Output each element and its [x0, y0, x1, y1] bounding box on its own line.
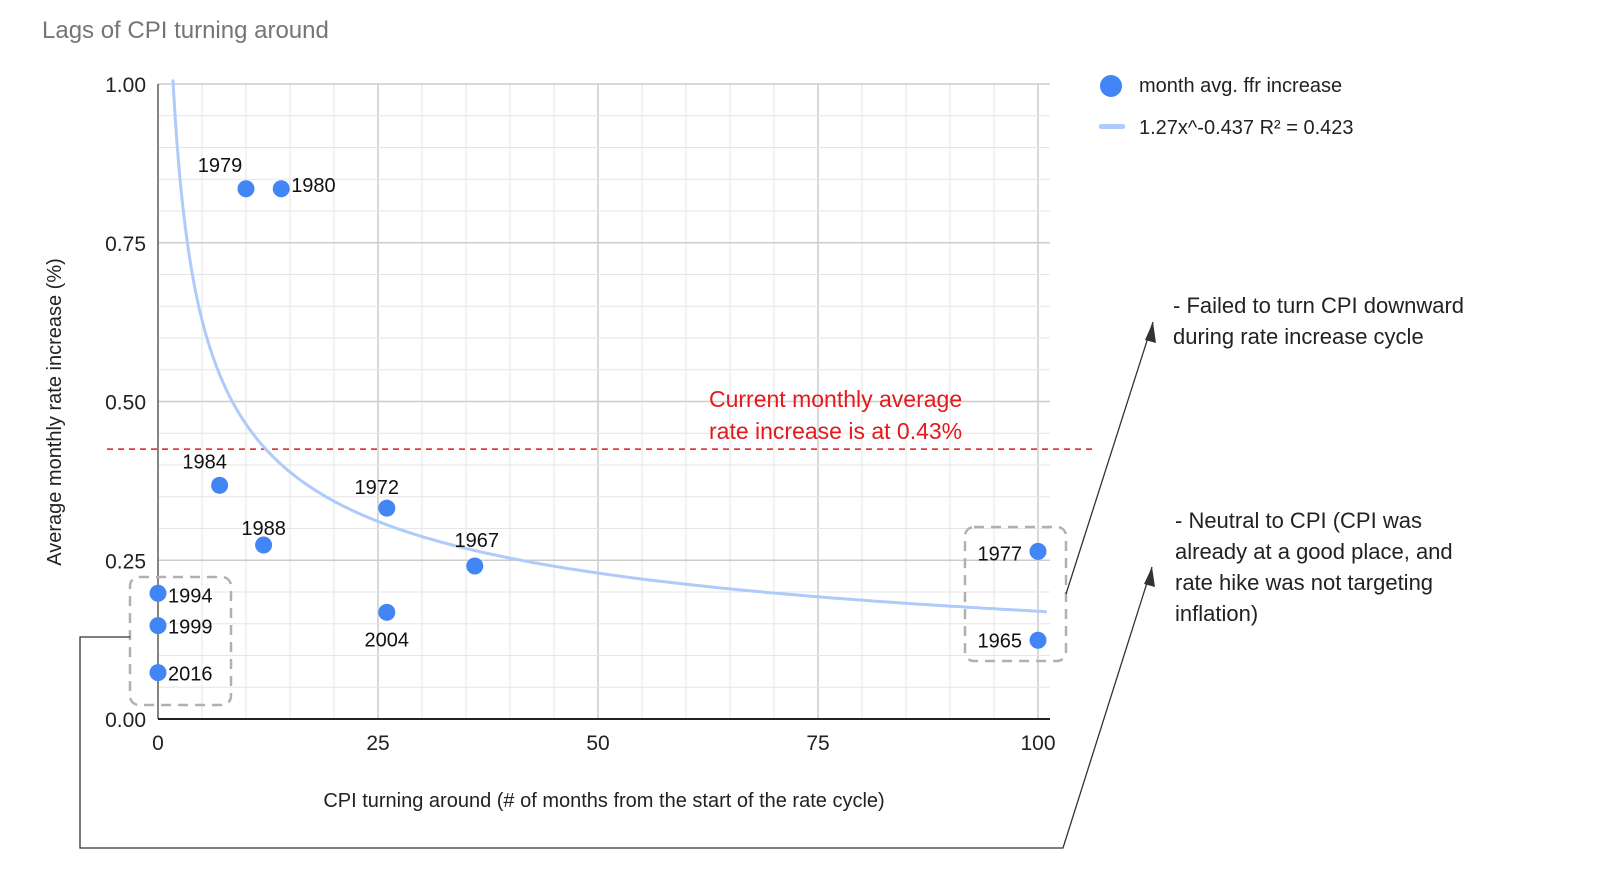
annotation-failed: - Failed to turn CPI downward during rate… — [1173, 293, 1464, 349]
data-point-2016 — [149, 664, 167, 682]
current-average-annotation: Current monthly average rate increase is … — [709, 386, 962, 444]
trendline — [171, 79, 1047, 614]
data-label-1965: 1965 — [978, 630, 1023, 652]
data-label-2016: 2016 — [168, 664, 213, 686]
chart-title: Lags of CPI turning around — [42, 17, 329, 44]
axes — [157, 84, 1050, 720]
x-tick-label: 50 — [586, 732, 609, 755]
legend: month avg. ffr increase 1.27x^-0.437 R² … — [1099, 75, 1354, 139]
data-label-1994: 1994 — [168, 585, 213, 607]
data-point-1988 — [255, 536, 273, 554]
annotation-neutral-line: already at a good place, and — [1175, 539, 1453, 564]
y-tick-label: 0.25 — [105, 550, 146, 573]
arrow-failed-connector — [1065, 321, 1154, 595]
y-tick-label: 1.00 — [105, 74, 146, 97]
data-label-1988: 1988 — [241, 518, 286, 540]
data-point-1999 — [149, 617, 167, 635]
arrow-neutral-head — [1144, 567, 1155, 587]
data-point-1979 — [237, 180, 255, 198]
data-point-1967 — [466, 557, 484, 575]
data-point-1965 — [1029, 631, 1047, 649]
data-label-1972: 1972 — [355, 477, 400, 499]
y-tick-label: 0.75 — [105, 233, 146, 256]
data-label-1967: 1967 — [455, 530, 500, 552]
y-tick-label: 0.00 — [105, 709, 146, 732]
annotation-failed-line: - Failed to turn CPI downward — [1173, 293, 1464, 318]
x-tick-label: 75 — [806, 732, 829, 755]
data-point-1994 — [149, 584, 167, 602]
data-point-1972 — [378, 499, 396, 517]
legend-marker-trendline — [1099, 124, 1125, 129]
arrow-neutral-connector — [79, 566, 1153, 849]
data-label-1977: 1977 — [978, 543, 1023, 565]
x-axis-label: CPI turning around (# of months from the… — [323, 790, 884, 812]
y-axis-label: Average monthly rate increase (%) — [44, 258, 66, 566]
x-tick-label: 0 — [152, 732, 164, 755]
annotation-neutral: - Neutral to CPI (CPI was already at a go… — [1175, 508, 1453, 626]
data-label-1979: 1979 — [198, 155, 243, 177]
x-tick-label: 100 — [1020, 732, 1055, 755]
arrow-failed-head — [1145, 322, 1156, 343]
data-point-1980 — [272, 180, 290, 198]
data-point-labels: 1979 1980 1984 1988 1972 2004 1967 1994 1999 2016… — [168, 155, 1022, 686]
data-label-1980: 1980 — [291, 175, 336, 197]
annotation-neutral-line: inflation) — [1175, 601, 1258, 626]
data-label-1984: 1984 — [182, 451, 227, 473]
annotation-failed-line: during rate increase cycle — [1173, 324, 1424, 349]
highlight-box-low-lag — [128, 575, 233, 707]
data-label-2004: 2004 — [365, 629, 410, 651]
annotation-arrows — [79, 321, 1156, 849]
legend-label-trendline: 1.27x^-0.437 R² = 0.423 — [1139, 117, 1354, 139]
y-tick-labels: 0.00 0.25 0.50 0.75 1.00 — [105, 74, 146, 732]
data-point-1977 — [1029, 542, 1047, 560]
data-point-2004 — [378, 603, 396, 621]
data-points — [149, 180, 1047, 682]
annotation-neutral-line: - Neutral to CPI (CPI was — [1175, 508, 1422, 533]
data-label-1999: 1999 — [168, 617, 213, 639]
legend-marker-points — [1100, 75, 1122, 97]
data-point-1984 — [211, 476, 229, 494]
x-tick-label: 25 — [366, 732, 389, 755]
current-average-text: rate increase is at 0.43% — [709, 418, 962, 444]
x-tick-labels: 0 25 50 75 100 — [152, 732, 1055, 755]
current-average-text: Current monthly average — [709, 386, 962, 412]
y-tick-label: 0.50 — [105, 392, 146, 415]
trendline-curve — [171, 79, 1047, 614]
legend-label-points: month avg. ffr increase — [1139, 75, 1342, 97]
annotation-neutral-line: rate hike was not targeting — [1175, 570, 1433, 595]
